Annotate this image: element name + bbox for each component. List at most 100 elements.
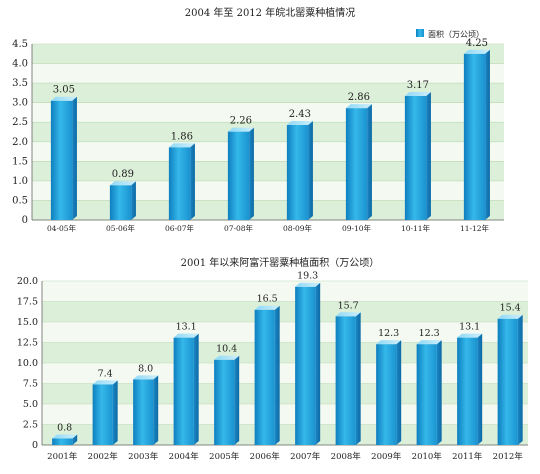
bar-side <box>367 104 372 220</box>
bar-side <box>72 96 77 220</box>
bar-top <box>286 120 313 125</box>
y-tick-label: 0 <box>32 440 38 451</box>
grid-band <box>32 161 504 181</box>
data-label: 0.89 <box>112 169 134 180</box>
grid-band <box>42 404 528 425</box>
grid-band <box>42 363 528 384</box>
data-label: 10.4 <box>216 344 237 355</box>
x-tick-label: 11-12年 <box>460 223 490 233</box>
y-tick-label: 7.5 <box>23 379 38 390</box>
bar-top <box>214 355 240 360</box>
data-label: 3.17 <box>407 80 429 91</box>
grid-band <box>32 102 504 123</box>
data-label: 16.5 <box>257 294 278 305</box>
bar[interactable] <box>463 53 486 221</box>
bar-side <box>131 181 136 220</box>
bar-top <box>497 314 523 319</box>
y-tick-label: 0 <box>22 215 28 226</box>
data-label: 2.43 <box>289 109 311 120</box>
data-label: 15.7 <box>338 300 359 311</box>
bar[interactable] <box>416 344 437 445</box>
bar-side <box>355 312 361 445</box>
y-tick-label: 5.0 <box>23 399 38 410</box>
bar[interactable] <box>109 185 132 220</box>
grid-band <box>32 44 504 64</box>
data-label: 1.86 <box>171 131 193 142</box>
bar-side <box>72 434 78 445</box>
bar[interactable] <box>168 147 191 220</box>
bar-side <box>193 333 199 445</box>
y-tick-label: 12.5 <box>17 338 38 349</box>
data-label: 3.05 <box>53 85 75 96</box>
grid-band <box>32 180 504 201</box>
x-tick-label: 2012年 <box>493 451 524 462</box>
grid-band <box>42 383 528 404</box>
bar-side <box>274 305 280 445</box>
x-tick-label: 2005年 <box>209 451 240 462</box>
bar-side <box>308 120 313 220</box>
x-tick-label: 2004年 <box>169 451 200 462</box>
grid-band <box>42 322 528 343</box>
data-label: 2.86 <box>348 92 370 103</box>
x-tick-label: 2002年 <box>88 451 119 462</box>
bar-top <box>52 434 78 439</box>
x-tick-label: 2003年 <box>128 451 159 462</box>
bar-side <box>190 143 195 220</box>
data-label: 2.26 <box>230 116 252 127</box>
y-tick-label: 15.0 <box>17 317 38 328</box>
bar-top <box>295 282 321 287</box>
bar-side <box>249 127 254 220</box>
x-tick-label: 08-09年 <box>283 223 313 233</box>
bar[interactable] <box>295 286 316 445</box>
bar[interactable] <box>254 309 275 445</box>
bar-top <box>463 49 490 54</box>
bar[interactable] <box>50 100 73 220</box>
bar-top <box>404 92 431 97</box>
x-tick-label: 2010年 <box>412 451 443 462</box>
y-tick-label: 2.5 <box>23 420 38 431</box>
bar-top <box>416 340 442 345</box>
bar-top <box>168 143 195 148</box>
bar[interactable] <box>133 379 154 445</box>
bar-side <box>153 375 159 445</box>
y-tick-label: 2.5 <box>12 117 28 128</box>
bar[interactable] <box>227 131 250 220</box>
grid-band <box>42 424 528 445</box>
bar[interactable] <box>376 344 397 445</box>
x-tick-label: 09-10年 <box>342 223 372 233</box>
x-tick-label: 06-07年 <box>165 223 195 233</box>
y-tick-label: 10.0 <box>17 358 38 369</box>
data-label: 13.1 <box>176 322 197 333</box>
bar-top <box>254 305 280 310</box>
grid-band <box>42 342 528 363</box>
bar[interactable] <box>286 124 309 220</box>
bar[interactable] <box>52 438 73 445</box>
x-tick-label: 10-11年 <box>401 223 431 233</box>
bar[interactable] <box>457 337 478 445</box>
bar-top <box>133 375 159 380</box>
bar-side <box>436 340 442 445</box>
bar-top <box>345 104 372 109</box>
bar[interactable] <box>497 318 518 445</box>
y-tick-label: 4.5 <box>12 39 28 50</box>
x-tick-label: 2006年 <box>250 451 281 462</box>
bar[interactable] <box>404 96 427 220</box>
data-label: 12.3 <box>378 328 399 339</box>
data-label: 15.4 <box>500 303 521 314</box>
bar[interactable] <box>173 337 194 445</box>
chart2-title: 2001 年以来阿富汗罂粟种植面积（万公顷） <box>181 256 380 269</box>
bar[interactable] <box>92 384 113 445</box>
data-label: 13.1 <box>459 322 480 333</box>
bar[interactable] <box>214 359 235 445</box>
bar[interactable] <box>335 316 356 445</box>
bar-side <box>426 92 431 220</box>
grid-band <box>32 141 504 162</box>
data-label: 4.25 <box>466 38 488 49</box>
y-tick-label: 17.5 <box>17 297 38 308</box>
data-label: 8.0 <box>138 363 153 374</box>
bar[interactable] <box>345 108 368 220</box>
y-tick-label: 20.0 <box>17 276 38 287</box>
grid-band <box>42 301 528 322</box>
